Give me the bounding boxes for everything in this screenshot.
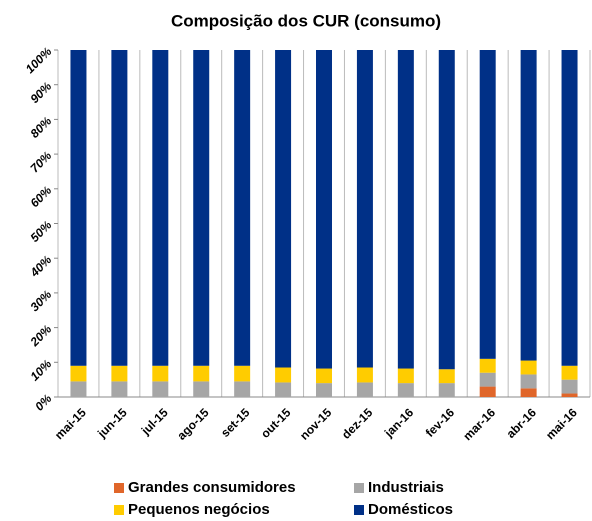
bar-segment [111,381,128,397]
bar-segment [397,368,414,384]
bar-segment [561,50,578,366]
y-tick-label: 10% [27,357,54,384]
legend-swatch [114,483,124,493]
legend-swatch [354,483,364,493]
y-tick-label: 30% [27,287,54,314]
y-tick-label: 90% [27,79,54,106]
bar-segment [561,379,578,394]
bar-segment [111,50,128,366]
bar-segment [438,369,455,384]
x-tick-label: ago-15 [174,405,211,442]
y-tick-label: 20% [27,322,55,350]
x-tick-label: abr-16 [504,405,540,441]
bar-segment [70,365,87,382]
y-tick-label: 70% [27,148,54,175]
bar-segment [561,365,578,380]
x-tick-label: set-15 [218,405,253,440]
bar-segment [438,383,455,397]
bar-segment [152,365,169,382]
x-tick-label: out-15 [258,405,294,441]
x-tick-label: mar-16 [460,405,498,443]
x-tick-label: nov-15 [297,405,334,442]
bar-segment [193,381,210,397]
x-tick-label: jun-15 [94,405,130,441]
bar-segment [356,50,373,368]
bar-segment [397,383,414,397]
bar-segment [234,365,251,382]
y-tick-label: 60% [27,183,54,210]
y-tick-label: 50% [27,218,54,245]
bar-segment [520,388,537,397]
x-tick-label: mai-15 [52,405,89,442]
bar-segment [234,381,251,397]
bar-segment [479,372,496,387]
bar-segment [356,382,373,397]
bar-segment [70,50,87,366]
x-tick-label: fev-16 [423,405,458,440]
bar-segment [356,367,373,383]
legend-label: Pequenos negócios [128,501,270,518]
bar-segment [152,50,169,366]
bar-segment [193,50,210,366]
bar-segment [316,368,332,384]
legend-swatch [114,505,124,515]
bar-segment [275,382,292,397]
bar-segment [520,50,537,361]
legend-label: Grandes consumidores [128,479,296,496]
chart-title: Composição dos CUR (consumo) [171,11,441,30]
bar-segment [193,365,210,382]
legend-label: Industriais [368,479,444,496]
bar-segment [479,50,496,359]
y-tick-label: 40% [27,252,55,280]
bar-segment [111,365,128,382]
bar-segment [397,50,414,369]
x-tick-label: dez-15 [339,405,376,442]
bar-segment [275,50,292,368]
legend-label: Domésticos [368,501,453,518]
bar-segment [479,358,496,373]
bar-segment [561,393,578,397]
bar-segment [275,367,292,383]
bar-segment [479,386,496,397]
y-tick-label: 100% [23,44,55,76]
bar-segment [316,50,332,369]
bar-segment [438,50,455,370]
bar-segment [70,381,87,397]
y-tick-label: 80% [27,114,54,141]
y-tick-label: 0% [32,391,54,413]
bar-segment [316,383,332,397]
x-tick-label: jan-16 [381,405,416,440]
bar-segment [520,360,537,375]
bar-segment [520,374,537,389]
bar-segment [234,50,251,366]
x-tick-label: mai-16 [543,405,580,442]
legend-swatch [354,505,364,515]
bar-segment [152,381,169,397]
x-tick-label: jul-15 [138,405,171,438]
